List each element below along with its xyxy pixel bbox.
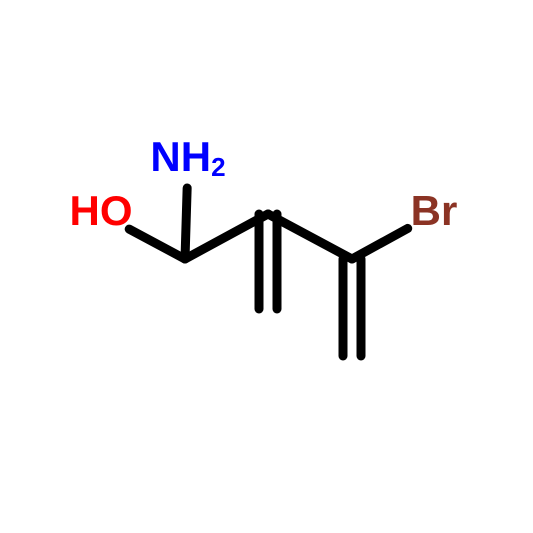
bond <box>129 229 185 259</box>
atom-label-br: Br <box>411 187 458 234</box>
atom-label-oh: HO <box>70 187 133 234</box>
chemical-structure-diagram: HO NH2 Br <box>0 0 533 533</box>
atom-label-nh2: NH2 <box>150 133 225 182</box>
bond <box>185 188 187 259</box>
bond <box>352 228 408 259</box>
